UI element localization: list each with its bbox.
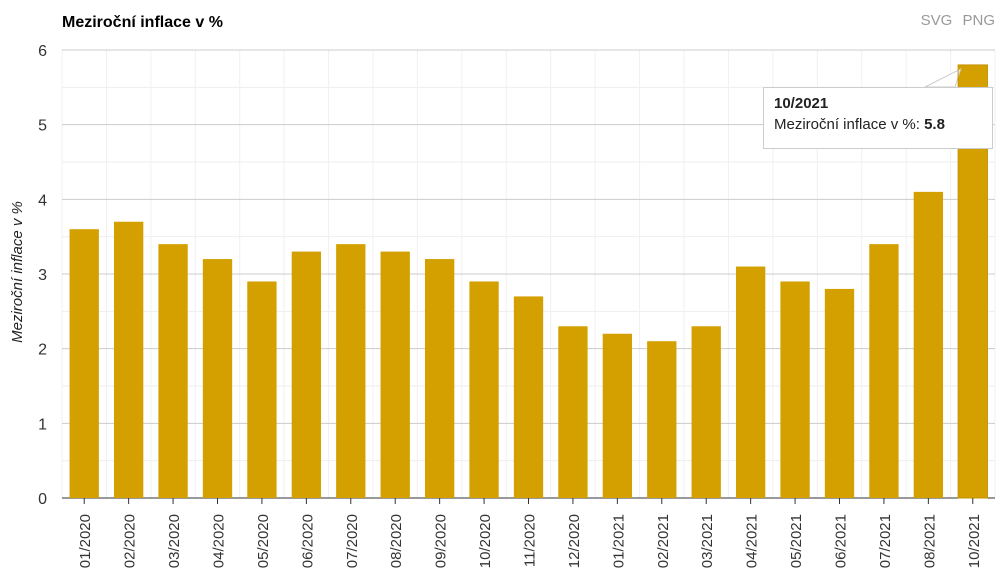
chart-title: Meziroční inflace v % (62, 14, 223, 31)
x-tick-label: 03/2021 (699, 514, 716, 568)
tooltip-pointer (924, 67, 962, 88)
x-axis-ticks: 01/2020 02/2020 03/2020 04/2020 05/2020 06/20… (77, 498, 983, 568)
x-tick-label: 06/2021 (833, 514, 850, 568)
bar[interactable] (691, 326, 721, 498)
bar[interactable] (602, 333, 633, 498)
y-tick-label: 2 (38, 342, 47, 359)
bar[interactable] (780, 281, 810, 498)
x-tick-label: 10/2020 (477, 514, 494, 568)
x-tick-label: 07/2021 (877, 514, 894, 568)
tooltip-label: Meziroční inflace v %: (774, 116, 920, 133)
bar[interactable] (202, 259, 233, 498)
bar-tooltip: 10/2021 Meziroční inflace v %: 5.8 (763, 87, 993, 149)
bar[interactable] (869, 244, 899, 498)
tooltip-category: 10/2021 (774, 95, 829, 112)
bars (69, 64, 988, 499)
y-tick-label: 3 (38, 267, 47, 284)
bar[interactable] (291, 251, 322, 498)
x-tick-label: 02/2021 (655, 514, 672, 568)
x-tick-label: 05/2020 (255, 514, 272, 568)
y-axis-ticks: 0 1 2 3 4 5 6 (38, 43, 47, 508)
export-links: SVG PNG (915, 12, 995, 29)
y-tick-label: 0 (38, 491, 47, 508)
bar[interactable] (735, 266, 766, 498)
bar[interactable] (158, 244, 188, 498)
x-tick-label: 06/2020 (299, 514, 316, 568)
y-tick-label: 5 (38, 118, 47, 135)
bar[interactable] (424, 259, 455, 498)
bar[interactable] (558, 326, 588, 498)
export-svg-button[interactable]: SVG (920, 12, 953, 29)
bar[interactable] (824, 288, 855, 498)
x-tick-label: 05/2021 (788, 514, 805, 568)
x-tick-label: 09/2020 (433, 514, 450, 568)
bar[interactable] (647, 341, 677, 498)
y-tick-label: 4 (38, 192, 47, 209)
x-tick-label: 03/2020 (166, 514, 183, 568)
bar[interactable] (380, 251, 410, 498)
x-tick-label: 12/2020 (566, 514, 583, 568)
y-tick-label: 6 (38, 43, 47, 60)
x-tick-label: 01/2020 (77, 514, 94, 568)
x-tick-label: 02/2020 (122, 514, 139, 568)
y-tick-label: 1 (38, 416, 47, 433)
x-tick-label: 08/2021 (921, 514, 938, 568)
x-tick-label: 04/2020 (211, 514, 228, 568)
x-tick-label: 04/2021 (744, 514, 761, 568)
bar[interactable] (69, 229, 99, 498)
bar[interactable] (336, 244, 366, 498)
export-png-button[interactable]: PNG (962, 12, 995, 29)
x-tick-label: 11/2020 (522, 514, 539, 567)
bar[interactable] (469, 281, 499, 498)
bar[interactable] (113, 221, 144, 498)
x-tick-label: 10/2021 (966, 514, 983, 568)
tooltip-value: 5.8 (924, 116, 945, 133)
bar[interactable] (247, 281, 277, 498)
bar[interactable] (513, 296, 544, 498)
x-tick-label: 08/2020 (388, 514, 405, 568)
bar[interactable] (913, 191, 944, 498)
y-axis-label: Meziroční inflace v % (9, 201, 26, 343)
x-tick-label: 07/2020 (344, 514, 361, 568)
x-tick-label: 01/2021 (610, 514, 627, 568)
